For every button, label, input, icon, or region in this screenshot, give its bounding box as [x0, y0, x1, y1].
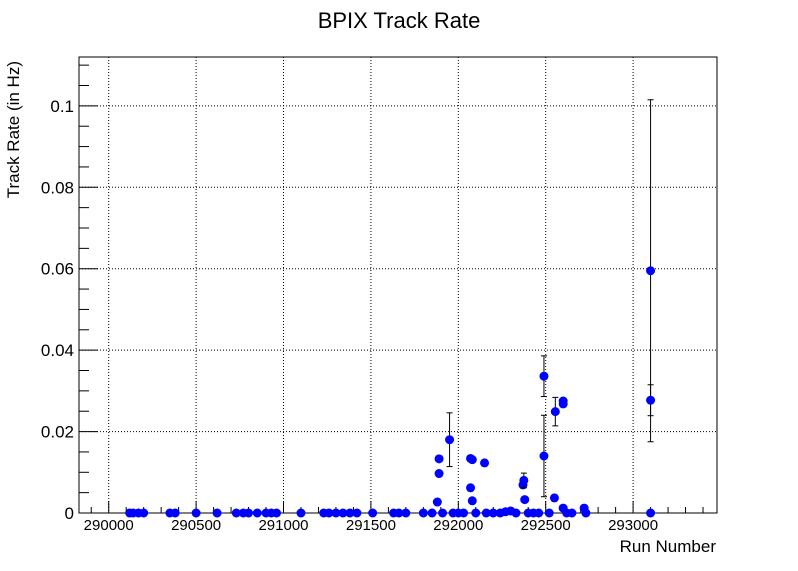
data-point: [646, 266, 656, 276]
data-point: [471, 508, 481, 518]
data-point: [324, 508, 334, 518]
data-point: [520, 495, 530, 505]
data-point: [331, 508, 341, 518]
data-point: [434, 469, 444, 479]
data-point: [459, 508, 469, 518]
data-point: [434, 454, 444, 464]
data-point: [368, 508, 378, 518]
x-axis-title: Run Number: [620, 537, 717, 556]
chart-title: BPIX Track Rate: [318, 8, 481, 33]
y-tick-label: 0.02: [41, 423, 74, 442]
x-tick-label: 290500: [171, 517, 221, 534]
data-point: [539, 371, 549, 381]
y-tick-label: 0.04: [41, 341, 74, 360]
data-point: [191, 508, 201, 518]
y-tick-label: 0.08: [41, 178, 74, 197]
data-point: [488, 508, 498, 518]
data-points: [125, 99, 656, 518]
data-point: [345, 508, 355, 518]
data-point: [467, 455, 477, 465]
data-point: [544, 508, 554, 518]
data-point: [139, 508, 149, 518]
data-point: [480, 458, 490, 468]
data-point: [394, 508, 404, 518]
x-tick-label: 290000: [84, 517, 134, 534]
data-point: [511, 508, 521, 518]
y-axis-title: Track Rate (in Hz): [4, 61, 23, 198]
data-point: [581, 508, 591, 518]
y-tick-label: 0.1: [50, 97, 74, 116]
x-tick-label: 293000: [608, 517, 658, 534]
data-point: [272, 508, 282, 518]
data-point: [549, 493, 559, 503]
data-point: [445, 435, 455, 445]
data-point: [170, 508, 180, 518]
data-point: [252, 508, 262, 518]
data-point: [338, 508, 348, 518]
x-tick-label: 291500: [346, 517, 396, 534]
data-point: [646, 508, 656, 518]
data-point: [558, 396, 568, 406]
data-point: [539, 451, 549, 461]
x-tick-label: 292500: [521, 517, 571, 534]
x-tick-label: 291000: [258, 517, 308, 534]
data-point: [481, 508, 491, 518]
data-point: [438, 508, 448, 518]
grid: [79, 57, 717, 513]
data-point: [212, 508, 222, 518]
data-point: [466, 483, 476, 493]
data-point: [432, 497, 442, 507]
data-point: [467, 496, 477, 506]
data-point: [244, 508, 254, 518]
y-tick-label: 0: [65, 504, 74, 523]
data-point: [418, 508, 428, 518]
y-tick-label: 0.06: [41, 260, 74, 279]
data-point: [231, 508, 241, 518]
data-point: [296, 508, 306, 518]
data-point: [352, 508, 362, 518]
data-point: [550, 407, 560, 417]
data-point: [401, 508, 411, 518]
x-tick-label: 292000: [433, 517, 483, 534]
data-point: [567, 508, 577, 518]
data-point: [519, 475, 529, 485]
data-point: [427, 508, 437, 518]
data-point: [646, 395, 656, 405]
data-point: [534, 508, 544, 518]
